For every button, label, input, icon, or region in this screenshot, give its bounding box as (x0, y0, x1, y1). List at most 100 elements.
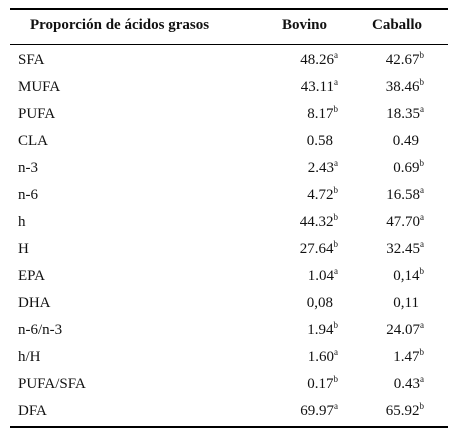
value: 0,11 (393, 295, 419, 311)
value-cell: 8.17b (307, 101, 338, 128)
value: 2.43 (307, 160, 334, 176)
superscript: a (334, 347, 338, 357)
value-cell: 0,14b (393, 263, 424, 290)
superscript: a (420, 212, 424, 222)
value-cell: 65.92b (386, 398, 424, 425)
superscript: b (419, 266, 425, 276)
header-cell: Proporción de ácidos grasos (30, 17, 210, 33)
value-cell: 24.07a (386, 317, 424, 344)
superscript: b (419, 347, 425, 357)
superscript: a (420, 239, 424, 249)
value: 24.07 (386, 322, 420, 338)
value-cell: 16.58a (386, 182, 424, 209)
row-label: n-6/n-3 (18, 322, 63, 338)
value: 32.45 (386, 241, 420, 257)
superscript: b (419, 77, 425, 87)
value: 27.64 (299, 241, 334, 257)
header-cell: Bovino (282, 17, 328, 33)
value-cell: 1.04a (308, 263, 338, 290)
value: 1.60 (307, 349, 334, 365)
value-cell: 0,11 (393, 290, 424, 317)
value-cell: 0.69b (393, 155, 424, 182)
value-cell: 1.60a (308, 344, 338, 371)
value-cell: 42.67b (386, 47, 424, 74)
value: 8.17 (307, 106, 334, 122)
value: 0.58 (306, 133, 333, 149)
superscript: a (334, 50, 338, 60)
value: 42.67 (385, 52, 420, 68)
value: 0.69 (393, 160, 420, 176)
value-cell: 0.49 (393, 128, 424, 155)
row-label: DHA (18, 295, 51, 311)
superscript: b (419, 50, 425, 60)
row-label: MUFA (18, 79, 61, 95)
superscript: a (334, 266, 338, 276)
value: 65.92 (385, 403, 420, 419)
superscript: b (333, 104, 339, 114)
value: 1.47 (393, 349, 420, 365)
value-cell: 47.70a (386, 209, 424, 236)
value-cell: 43.11a (301, 74, 338, 101)
top-rule (10, 8, 448, 10)
value: 38.46 (385, 79, 420, 95)
superscript: b (333, 239, 339, 249)
value-cell: 18.35a (386, 101, 424, 128)
superscript: b (333, 212, 339, 222)
value-cell: 32.45a (386, 236, 424, 263)
superscript: a (334, 158, 338, 168)
value: 0,14 (393, 268, 420, 284)
value: 1.94 (307, 322, 334, 338)
value-cell: 0.43a (394, 371, 424, 398)
row-label: PUFA/SFA (18, 376, 86, 392)
row-label: n-6 (18, 187, 38, 203)
value: 44.32 (299, 214, 334, 230)
value: 0.17 (307, 376, 334, 392)
value: 47.70 (386, 214, 420, 230)
value-cell: 1.47b (393, 344, 424, 371)
superscript: a (420, 185, 424, 195)
row-label: n-3 (18, 160, 38, 176)
value-cell: 1.94b (307, 317, 338, 344)
value-cell: 4.72b (307, 182, 338, 209)
row-label: CLA (18, 133, 48, 149)
value: 43.11 (300, 79, 334, 95)
row-label: h/H (18, 349, 41, 365)
superscript: a (420, 104, 424, 114)
superscript: a (420, 320, 424, 330)
value-cell: 2.43a (308, 155, 338, 182)
row-label: SFA (18, 52, 45, 68)
value-cell: 27.64b (300, 236, 338, 263)
value: 0.43 (393, 376, 420, 392)
value: 4.72 (307, 187, 334, 203)
value: 0,08 (306, 295, 333, 311)
value-cell: 69.97a (300, 398, 338, 425)
row-label: EPA (18, 268, 45, 284)
value-cell: 0.17b (307, 371, 338, 398)
superscript: b (333, 374, 339, 384)
row-label: PUFA (18, 106, 56, 122)
value: 0.49 (392, 133, 419, 149)
row-label: DFA (18, 403, 47, 419)
value-cell: 48.26a (300, 47, 338, 74)
superscript: b (333, 320, 339, 330)
value: 69.97 (300, 403, 334, 419)
row-label: H (18, 241, 29, 257)
bottom-rule (10, 426, 448, 428)
value-cell: 0,08 (307, 290, 338, 317)
value-cell: 44.32b (300, 209, 338, 236)
superscript: a (420, 374, 424, 384)
superscript: b (419, 401, 425, 411)
row-label: h (18, 214, 26, 230)
value-cell: 38.46b (386, 74, 424, 101)
superscript: a (334, 401, 338, 411)
superscript: a (334, 77, 338, 87)
value: 48.26 (300, 52, 334, 68)
superscript: b (419, 158, 425, 168)
value: 16.58 (386, 187, 420, 203)
header-cell: Caballo (372, 17, 423, 33)
value: 1.04 (307, 268, 334, 284)
header-rule (10, 44, 448, 45)
superscript: b (333, 185, 339, 195)
value: 18.35 (386, 106, 420, 122)
